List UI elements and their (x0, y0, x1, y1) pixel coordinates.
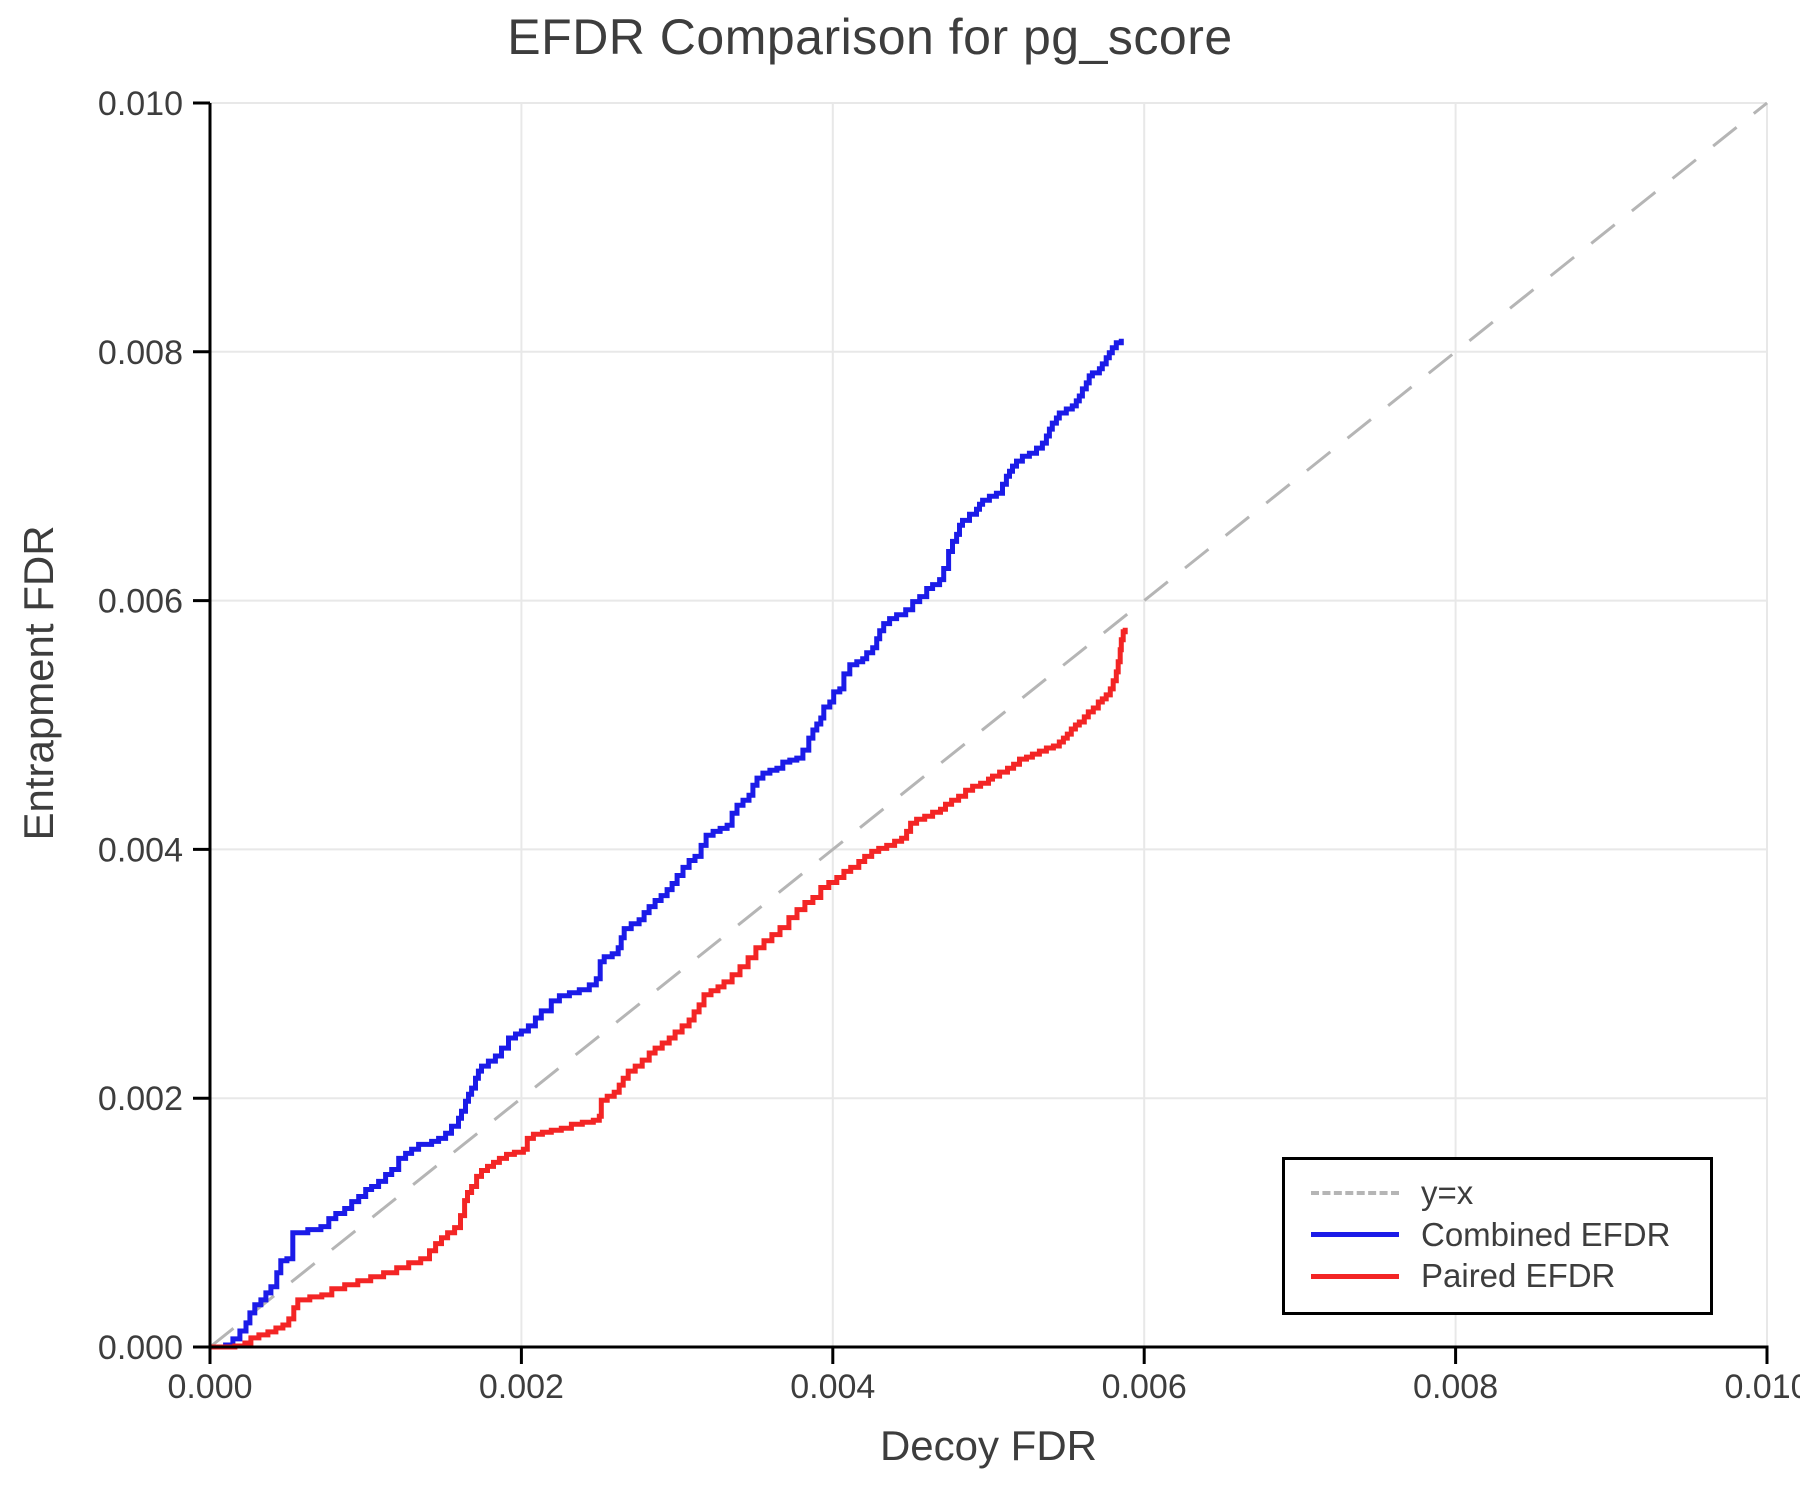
y-tick-label: 0.000 (98, 1329, 183, 1367)
legend-label: y=x (1421, 1174, 1474, 1211)
legend-item-yx: y=x (1311, 1174, 1700, 1211)
y-tick-label: 0.004 (98, 831, 183, 869)
red-line-swatch (1311, 1274, 1399, 1280)
y-tick-label: 0.006 (98, 583, 183, 621)
x-axis-label: Decoy FDR (879, 1422, 1098, 1469)
dashed-line-swatch (1311, 1191, 1399, 1196)
legend: y=x Combined EFDR Paired EFDR (1282, 1157, 1713, 1315)
y-axis-label: Entrapment FDR (15, 525, 62, 841)
x-tick-label: 0.006 (1102, 1368, 1187, 1406)
legend-item-paired-efdr: Paired EFDR (1311, 1259, 1700, 1294)
legend-label: Combined EFDR (1421, 1215, 1671, 1253)
legend-label: Paired EFDR (1421, 1257, 1616, 1295)
series-line-paired-efdr (210, 627, 1128, 1350)
x-tick-label: 0.002 (479, 1368, 564, 1406)
y-tick-label: 0.008 (98, 334, 183, 372)
x-tick-label: 0.008 (1413, 1368, 1498, 1406)
series-line-combined-efdr (210, 338, 1124, 1350)
blue-line-swatch (1311, 1232, 1399, 1238)
y-tick-label: 0.002 (98, 1080, 183, 1118)
identity-line (209, 101, 1768, 1349)
x-tick-label: 0.000 (167, 1368, 252, 1406)
y-tick-label: 0.010 (98, 85, 183, 123)
x-tick-label: 0.010 (1724, 1368, 1800, 1406)
chart-title: EFDR Comparison for pg_score (507, 9, 1233, 65)
x-tick-label: 0.004 (790, 1368, 875, 1406)
legend-item-combined-efdr: Combined EFDR (1311, 1215, 1700, 1253)
